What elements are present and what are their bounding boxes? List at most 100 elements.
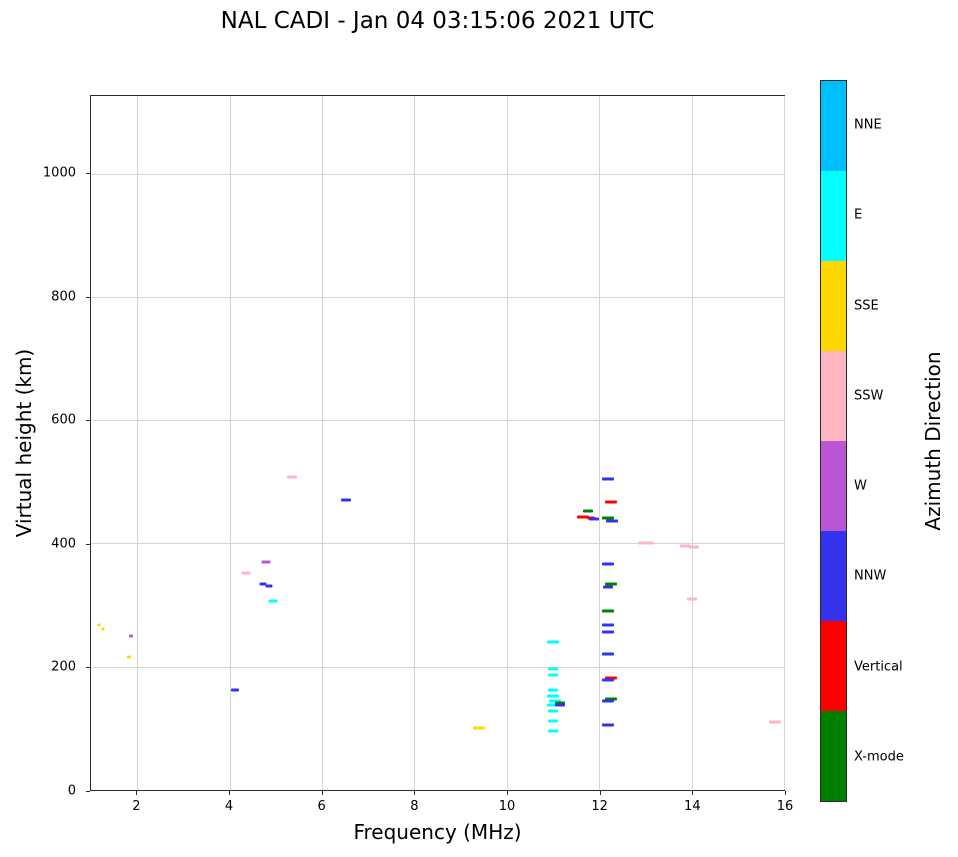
data-point xyxy=(548,673,558,677)
data-point xyxy=(606,519,619,523)
chart-title: NAL CADI - Jan 04 03:15:06 2021 UTC xyxy=(220,8,655,34)
data-point xyxy=(601,678,614,682)
data-point xyxy=(582,509,593,513)
x-tick-label: 8 xyxy=(410,799,419,814)
data-point xyxy=(686,597,697,601)
grid-line-horizontal xyxy=(91,173,784,175)
x-axis-label: Frequency (MHz) xyxy=(353,820,522,844)
grid-line-vertical xyxy=(229,96,231,790)
colorbar-segment-sse xyxy=(821,261,846,351)
plot-area xyxy=(90,95,785,791)
data-point xyxy=(602,652,615,656)
x-tick-label: 6 xyxy=(317,799,326,814)
grid-line-horizontal xyxy=(91,666,784,668)
grid-line-vertical xyxy=(691,96,693,790)
data-point xyxy=(602,609,615,613)
data-point xyxy=(259,582,267,586)
x-tick-label: 16 xyxy=(776,799,794,814)
colorbar-label-nnw: NNW xyxy=(854,568,887,584)
data-point xyxy=(101,627,105,631)
grid-line-vertical xyxy=(322,96,323,790)
colorbar-segment-vertical xyxy=(821,621,846,711)
data-point xyxy=(602,630,615,634)
colorbar-label-vertical: Vertical xyxy=(854,659,903,675)
colorbar-axis-label: Azimuth Direction xyxy=(921,351,945,531)
data-point xyxy=(646,541,655,545)
data-point xyxy=(473,726,486,730)
data-point xyxy=(548,688,558,692)
grid-line-vertical xyxy=(506,96,508,790)
data-point xyxy=(638,541,649,545)
colorbar-segment-x-mode xyxy=(821,711,846,801)
y-tick-mark xyxy=(86,172,90,174)
y-tick-mark xyxy=(86,667,90,669)
data-point xyxy=(268,599,278,603)
grid-line-vertical xyxy=(414,96,416,790)
y-tick-mark xyxy=(86,543,90,545)
data-point xyxy=(261,560,271,564)
x-tick-label: 4 xyxy=(224,799,234,814)
grid-line-horizontal xyxy=(91,420,784,422)
y-tick-label: 0 xyxy=(67,783,76,799)
data-point xyxy=(549,699,562,703)
colorbar-label-x-mode: X-mode xyxy=(854,749,904,765)
data-point xyxy=(604,676,617,680)
data-point xyxy=(601,699,614,703)
data-point xyxy=(604,582,617,586)
colorbar-label-e: E xyxy=(854,207,863,223)
data-point xyxy=(554,703,565,707)
x-tick-mark xyxy=(136,791,138,795)
x-tick-mark xyxy=(414,791,416,795)
data-point xyxy=(548,719,558,723)
data-point xyxy=(547,640,559,644)
data-point xyxy=(688,545,699,549)
y-tick-mark xyxy=(86,791,90,792)
colorbar xyxy=(820,80,847,802)
data-point xyxy=(604,697,617,701)
data-point xyxy=(604,500,617,504)
x-tick-mark xyxy=(785,791,786,795)
colorbar-category-labels: NNE E SSE SSW W NNW Vertical X-mode xyxy=(854,80,934,802)
data-point xyxy=(554,701,565,705)
x-tick-mark xyxy=(321,791,323,795)
data-point xyxy=(128,634,133,638)
y-tick-label: 800 xyxy=(51,289,76,304)
colorbar-segment-e xyxy=(821,171,846,261)
data-point xyxy=(602,623,615,627)
data-point xyxy=(602,477,615,481)
data-point xyxy=(577,515,590,519)
data-point xyxy=(265,584,273,588)
data-point xyxy=(768,720,781,724)
colorbar-segment-nne xyxy=(821,81,846,171)
data-point xyxy=(231,688,240,692)
data-point xyxy=(548,729,558,733)
y-tick-mark xyxy=(86,296,90,298)
x-tick-labels: 2 4 6 8 10 12 14 16 xyxy=(90,791,793,821)
colorbar-label-sse: SSE xyxy=(854,298,879,314)
x-tick-mark xyxy=(599,791,601,795)
data-point xyxy=(602,516,615,520)
grid-line-vertical xyxy=(137,96,139,790)
y-tick-label: 600 xyxy=(51,412,76,428)
colorbar-label-w: W xyxy=(854,478,867,494)
grid-line-horizontal xyxy=(91,543,784,545)
data-point xyxy=(602,585,613,589)
grid-line-vertical xyxy=(784,96,785,790)
data-point xyxy=(548,709,558,713)
grid-line-vertical xyxy=(599,96,601,790)
data-point xyxy=(341,498,352,502)
data-point xyxy=(588,517,599,521)
x-tick-label: 10 xyxy=(498,799,516,814)
x-tick-mark xyxy=(507,791,508,795)
x-tick-label: 12 xyxy=(591,799,608,814)
x-tick-mark xyxy=(229,791,230,795)
colorbar-label-nne: NNE xyxy=(854,117,882,133)
y-tick-label: 1000 xyxy=(42,165,76,181)
y-tick-label: 200 xyxy=(51,659,76,675)
y-tick-mark xyxy=(86,420,90,422)
y-tick-label: 400 xyxy=(51,536,76,552)
x-tick-label: 14 xyxy=(684,799,701,814)
data-point xyxy=(679,544,690,548)
data-point xyxy=(547,703,559,707)
